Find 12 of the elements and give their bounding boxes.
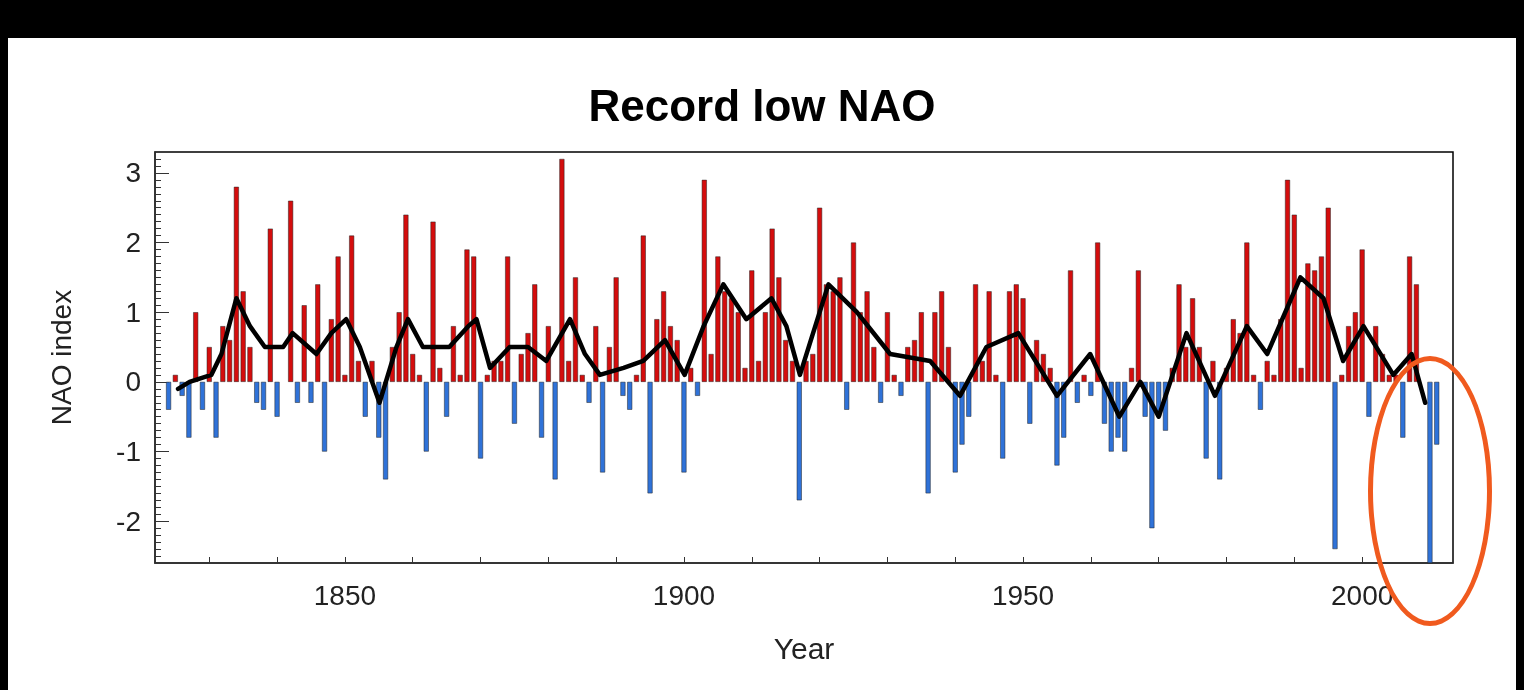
x-tick-label: 1950	[991, 579, 1055, 611]
chart-title: Record low NAO	[588, 80, 936, 130]
y-tick-label: 1	[125, 296, 141, 328]
y-tick-label: 3	[125, 157, 141, 189]
y-tick-label: 0	[125, 366, 141, 398]
y-axis-title: NAO index	[45, 289, 77, 426]
x-axis-title: Year	[773, 631, 835, 665]
y-tick-label: -2	[116, 505, 141, 537]
y-tick-label: -1	[116, 436, 141, 468]
y-tick-label: 2	[125, 227, 141, 259]
x-tick-label: 1850	[313, 579, 377, 611]
x-tick-label: 1900	[652, 579, 716, 611]
